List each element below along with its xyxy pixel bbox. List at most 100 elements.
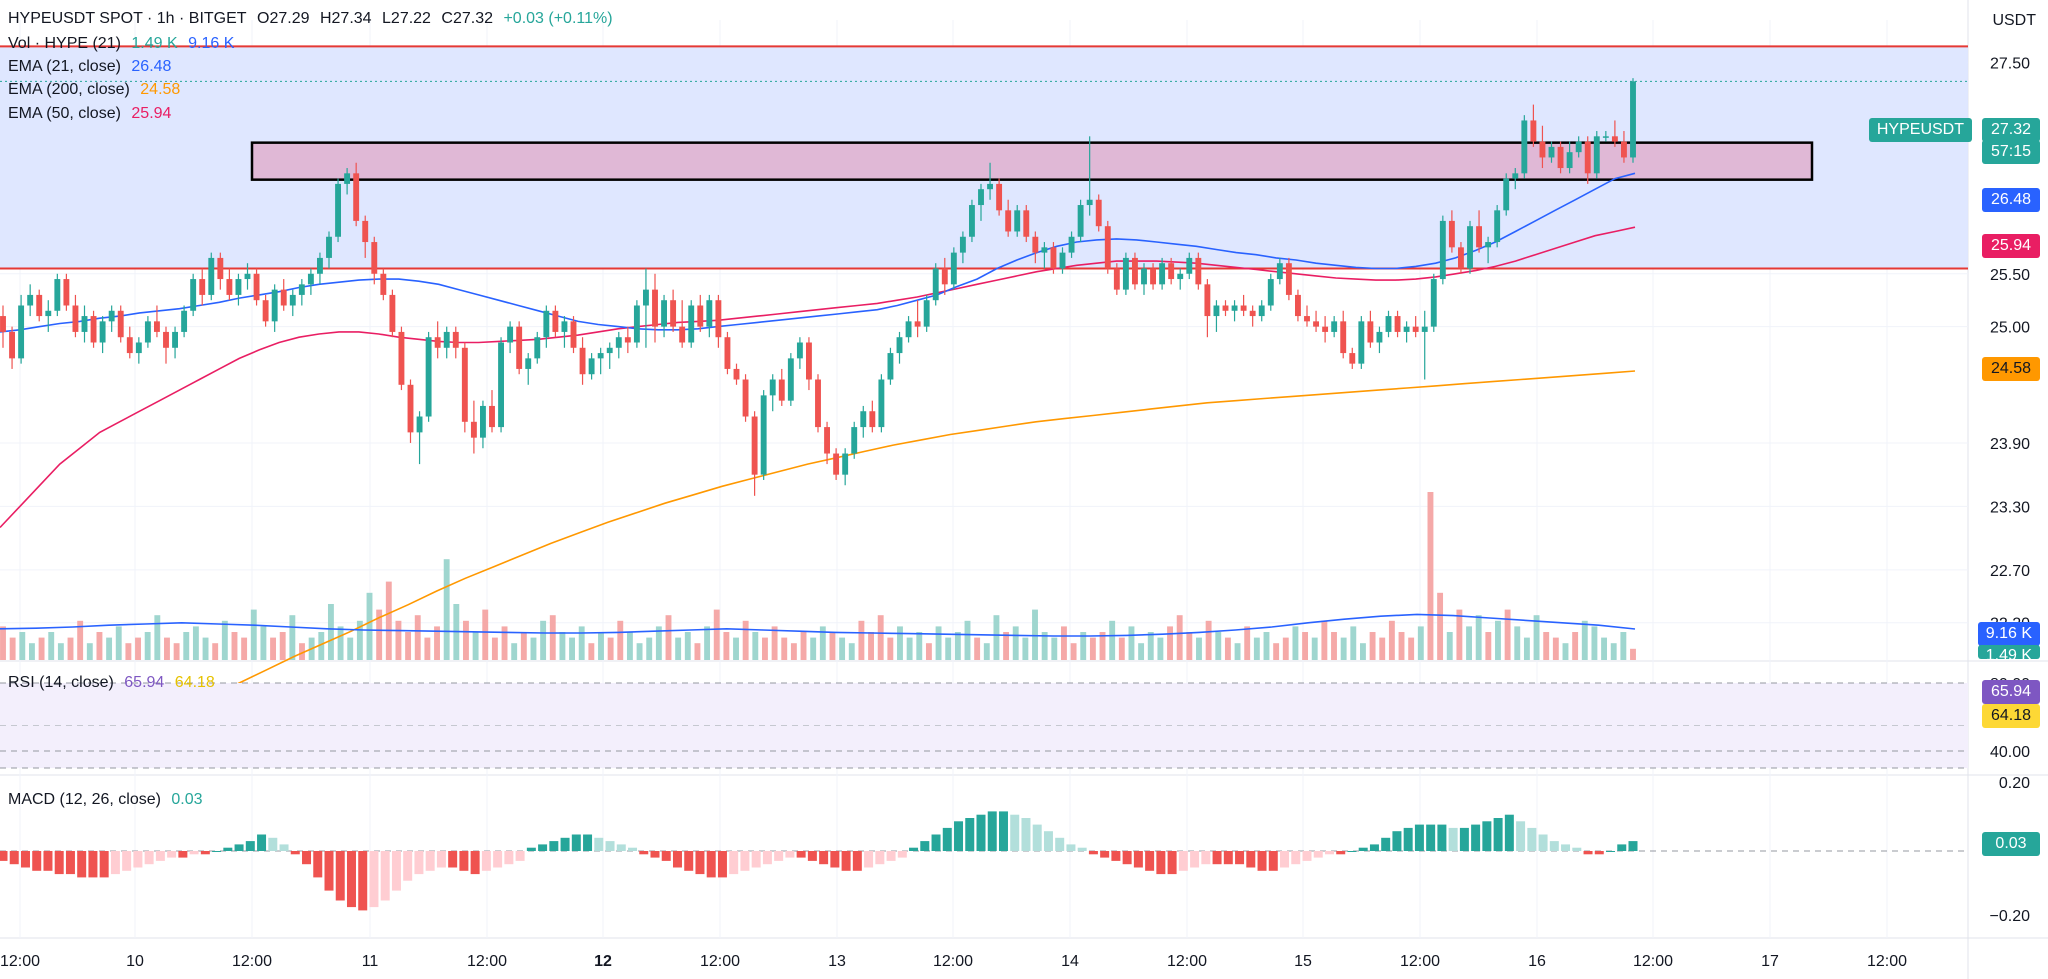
candle-body xyxy=(0,316,6,332)
macd-histogram-bar xyxy=(807,851,817,861)
x-tick-label: 12:00 xyxy=(1633,953,1673,970)
legend-ema200[interactable]: EMA (200, close) 24.58 xyxy=(8,79,180,101)
candle-body xyxy=(172,331,178,348)
x-tick-label: 13 xyxy=(828,953,846,970)
volume-bar xyxy=(694,643,701,660)
volume-bar xyxy=(1118,637,1125,660)
candle-body xyxy=(289,294,296,306)
macd-histogram-bar xyxy=(1448,827,1458,851)
legend-rsi-value: 65.94 xyxy=(124,674,165,691)
volume-bar xyxy=(800,632,807,660)
candle-body xyxy=(190,279,197,311)
macd-histogram-bar xyxy=(1628,841,1638,851)
x-tick-label: 12:00 xyxy=(0,953,40,970)
volume-bar xyxy=(520,632,527,660)
candle-body xyxy=(688,305,695,343)
volume-bar xyxy=(762,637,768,660)
legend-macd[interactable]: MACD (12, 26, close) 0.03 xyxy=(8,789,203,811)
macd-tag: 0.03 xyxy=(1982,832,2040,856)
macd-histogram-bar xyxy=(740,851,750,871)
volume-bar xyxy=(1581,620,1588,660)
candle-body xyxy=(1448,220,1455,248)
volume-bar xyxy=(28,643,35,660)
volume-bar xyxy=(1379,637,1386,660)
macd-histogram-bar xyxy=(998,811,1008,851)
volume-bar xyxy=(1437,592,1444,660)
volume-bar xyxy=(501,626,508,660)
volume-bar xyxy=(424,637,431,660)
volume-bar xyxy=(646,637,653,660)
candle-body xyxy=(81,316,88,332)
volume-bar xyxy=(1552,637,1559,660)
legend-ema21[interactable]: EMA (21, close) 26.48 xyxy=(8,56,171,78)
macd-histogram-bar xyxy=(1167,851,1177,875)
volume-bar xyxy=(96,632,103,660)
macd-histogram-bar xyxy=(1055,837,1065,851)
macd-histogram-bar xyxy=(178,851,188,858)
macd-histogram-bar xyxy=(1324,851,1334,855)
macd-histogram-bar xyxy=(976,814,986,851)
candle-body xyxy=(1032,236,1039,253)
y-tick-label: 23.90 xyxy=(1990,436,2030,453)
candle-body xyxy=(615,337,622,348)
candle-body xyxy=(1267,279,1274,306)
candle-body xyxy=(389,294,396,332)
candle-body xyxy=(914,321,921,327)
legend-ema50[interactable]: EMA (50, close) 25.94 xyxy=(8,103,171,125)
macd-histogram-bar xyxy=(324,851,334,891)
countdown-tag: 57:15 xyxy=(1982,140,2040,164)
volume-bar xyxy=(1350,626,1357,660)
candle-body xyxy=(135,342,142,354)
volume-bar xyxy=(86,643,93,660)
volume-bar xyxy=(868,632,874,660)
volume-bar xyxy=(1514,626,1521,660)
volume-bar xyxy=(1003,632,1010,660)
volume-bar xyxy=(482,609,489,660)
volume-tag: 1.49 K xyxy=(1977,645,2040,659)
candle-body xyxy=(525,358,532,369)
symbol-title[interactable]: HYPEUSDT SPOT · 1h · BITGET xyxy=(8,10,247,27)
macd-histogram-bar xyxy=(965,818,975,851)
volume-bar xyxy=(289,615,296,660)
volume-bar xyxy=(790,643,797,660)
macd-histogram-bar xyxy=(1471,824,1481,851)
volume-bar xyxy=(540,620,547,660)
volume-bar xyxy=(1080,632,1087,660)
volume-bar xyxy=(1244,626,1251,660)
candle-body xyxy=(1394,316,1401,332)
macd-histogram-bar xyxy=(122,851,132,871)
macd-histogram-bar xyxy=(886,851,896,861)
volume-bar xyxy=(1620,632,1627,660)
volume-bar xyxy=(897,626,903,660)
volume-bar xyxy=(713,609,720,660)
legend-rsi-ma-value: 64.18 xyxy=(174,674,215,691)
legend-macd-value: 0.03 xyxy=(171,791,203,808)
candle-body xyxy=(534,337,541,359)
macd-histogram-bar xyxy=(1414,824,1424,851)
volume-bar xyxy=(906,637,913,660)
macd-histogram-bar xyxy=(1122,851,1132,865)
ema200-price-tag: 24.58 xyxy=(1982,357,2040,381)
volume-bar xyxy=(1504,609,1511,660)
candle-body xyxy=(117,310,124,338)
macd-histogram-bar xyxy=(1459,827,1469,851)
volume-bar xyxy=(135,637,141,660)
legend-volume[interactable]: Vol · HYPE (21) 1.49 K 9.16 K xyxy=(8,33,234,55)
macd-histogram-bar xyxy=(459,851,469,871)
macd-histogram-bar xyxy=(538,844,548,851)
macd-histogram-bar xyxy=(605,841,615,851)
candle-body xyxy=(715,300,722,338)
x-tick-label: 12:00 xyxy=(467,953,507,970)
volume-bar xyxy=(771,626,778,660)
candle-body xyxy=(869,411,876,428)
legend-rsi[interactable]: RSI (14, close) 65.94 64.18 xyxy=(8,672,215,694)
candle-body xyxy=(1630,81,1636,158)
candle-body xyxy=(1322,326,1329,332)
volume-bar xyxy=(1128,626,1135,660)
volume-bar xyxy=(270,637,277,660)
candle-body xyxy=(1593,136,1600,174)
volume-ma-line xyxy=(0,613,1636,637)
macd-histogram-bar xyxy=(650,851,660,858)
candle-body xyxy=(706,300,713,327)
